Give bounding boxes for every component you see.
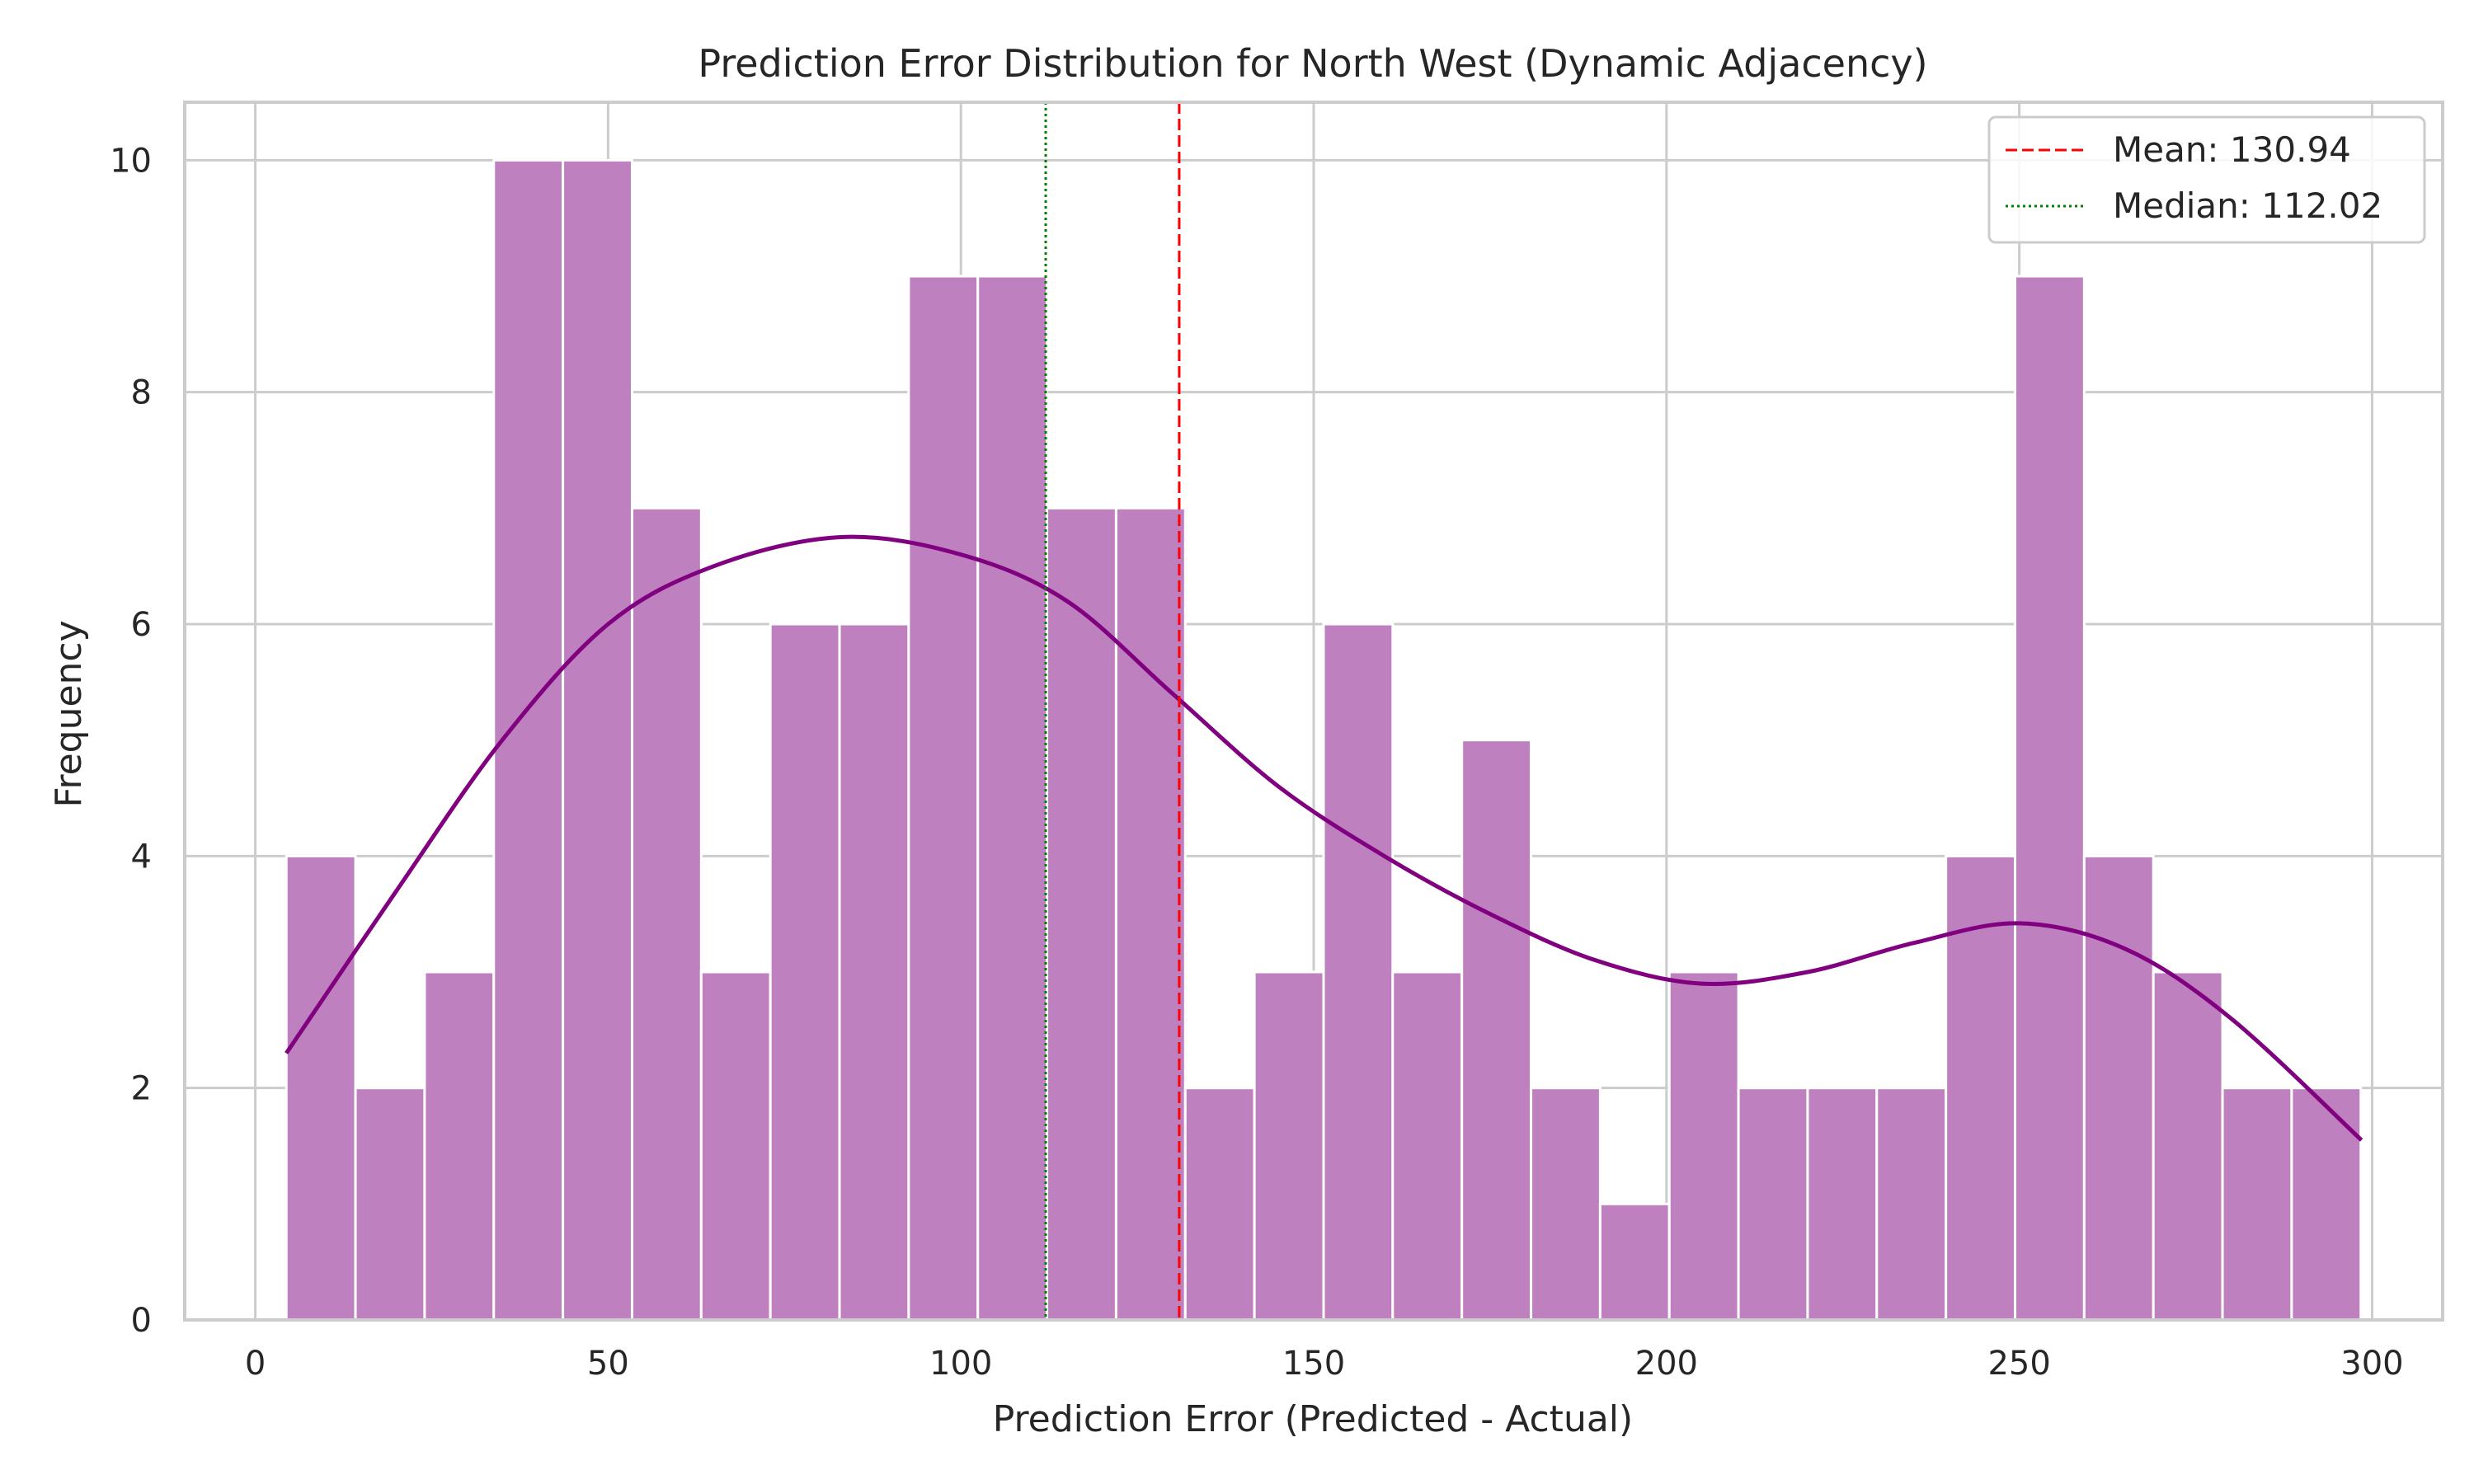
- x-tick-label: 200: [1635, 1345, 1698, 1383]
- kde-curve: [285, 534, 2363, 1142]
- histogram-bars: [285, 158, 2363, 1322]
- x-tick-label: 100: [929, 1345, 992, 1383]
- histogram-bar: [1737, 1087, 1809, 1322]
- histogram-bar: [354, 1087, 426, 1322]
- histogram-bar: [1391, 970, 1464, 1322]
- histogram-bar: [2082, 854, 2155, 1322]
- x-tick-label: 50: [587, 1345, 629, 1383]
- histogram-bar: [2290, 1087, 2363, 1322]
- histogram-bar: [1253, 970, 1325, 1322]
- x-tick-label: 300: [2340, 1345, 2403, 1383]
- histogram-bar: [630, 506, 703, 1322]
- histogram-bar: [907, 275, 980, 1322]
- histogram-bar: [699, 970, 772, 1322]
- y-tick-label: 0: [131, 1302, 152, 1340]
- chart-title: Prediction Error Distribution for North …: [698, 41, 1927, 86]
- plot-frame: [183, 101, 2444, 1322]
- kde-curve-group: [285, 534, 2363, 1142]
- histogram-bar: [976, 275, 1049, 1322]
- histogram-bar: [2013, 275, 2086, 1322]
- histogram-bar: [1598, 1202, 1671, 1322]
- histogram-bar: [1460, 739, 1533, 1322]
- legend: Mean: 130.94 Median: 112.02: [1987, 115, 2426, 244]
- histogram-bar: [1806, 1087, 1879, 1322]
- x-tick-label: 0: [245, 1345, 266, 1383]
- legend-box: [1987, 115, 2426, 244]
- histogram-bar: [1667, 970, 1740, 1322]
- x-tick-labels: 0 50 100 150 200 250 300: [245, 1345, 2404, 1383]
- histogram-bar: [1530, 1087, 1602, 1322]
- histogram-bar: [423, 970, 496, 1322]
- reference-lines: [1044, 102, 1181, 1320]
- y-tick-label: 8: [131, 374, 152, 412]
- x-axis-label: Prediction Error (Predicted - Actual): [993, 1398, 1633, 1440]
- histogram-bar: [1322, 622, 1395, 1322]
- y-tick-label: 4: [131, 838, 152, 876]
- histogram-bar: [285, 854, 357, 1322]
- histogram-bar: [562, 158, 633, 1322]
- histogram-bar: [1183, 1087, 1256, 1322]
- histogram-bar: [769, 622, 841, 1322]
- y-tick-labels: 0 2 4 6 8 10: [110, 142, 152, 1340]
- histogram-bar: [1114, 506, 1187, 1322]
- histogram-bar: [2221, 1087, 2293, 1322]
- legend-median-label: Median: 112.02: [2113, 186, 2382, 226]
- y-tick-label: 6: [131, 606, 152, 644]
- histogram-bar: [838, 622, 910, 1322]
- y-tick-label: 2: [131, 1070, 152, 1108]
- y-axis-label: Frequency: [48, 620, 90, 807]
- x-tick-label: 250: [1987, 1345, 2050, 1383]
- histogram-bar: [1046, 506, 1117, 1322]
- legend-mean-label: Mean: 130.94: [2113, 129, 2351, 170]
- x-tick-label: 150: [1282, 1345, 1345, 1383]
- histogram-bar: [2152, 970, 2224, 1322]
- histogram-bar: [1875, 1087, 1948, 1322]
- y-tick-label: 10: [110, 142, 152, 180]
